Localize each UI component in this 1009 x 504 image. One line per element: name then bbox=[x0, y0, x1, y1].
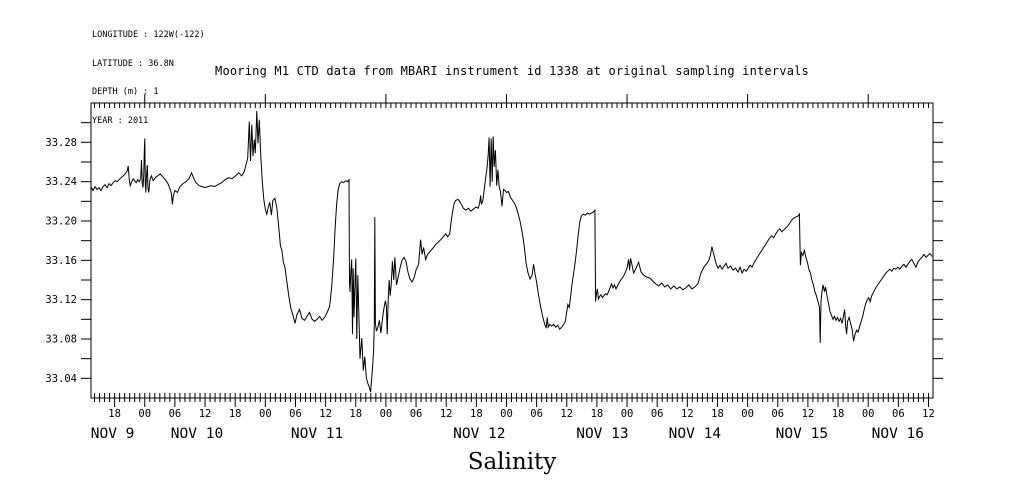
svg-text:NOV 9: NOV 9 bbox=[91, 426, 135, 442]
svg-text:33.12: 33.12 bbox=[45, 294, 77, 306]
svg-text:NOV 14: NOV 14 bbox=[669, 426, 722, 442]
svg-text:33.04: 33.04 bbox=[45, 373, 77, 385]
svg-text:06: 06 bbox=[892, 408, 905, 420]
svg-text:06: 06 bbox=[771, 408, 784, 420]
svg-text:33.08: 33.08 bbox=[45, 334, 77, 346]
y-tick-labels: 33.04 33.08 33.12 33.16 33.20 33.24 33.28 bbox=[45, 137, 77, 385]
svg-text:NOV 11: NOV 11 bbox=[291, 426, 343, 442]
svg-text:18: 18 bbox=[711, 408, 724, 420]
svg-text:00: 00 bbox=[741, 408, 754, 420]
svg-text:33.24: 33.24 bbox=[45, 176, 77, 188]
date-labels: NOV 9 NOV 10 NOV 11 NOV 12 NOV 13 NOV 14 NOV 1… bbox=[91, 426, 924, 442]
svg-text:00: 00 bbox=[380, 408, 393, 420]
depth-label: DEPTH (m) : 1 bbox=[92, 87, 159, 97]
svg-text:06: 06 bbox=[530, 408, 543, 420]
svg-text:NOV 13: NOV 13 bbox=[576, 426, 628, 442]
plot-frame bbox=[90, 102, 934, 399]
page-title: Mooring M1 CTD data from MBARI instrumen… bbox=[215, 64, 809, 78]
svg-text:12: 12 bbox=[440, 408, 453, 420]
svg-text:06: 06 bbox=[169, 408, 182, 420]
svg-text:12: 12 bbox=[922, 408, 935, 420]
svg-text:00: 00 bbox=[621, 408, 634, 420]
svg-text:NOV 16: NOV 16 bbox=[872, 426, 924, 442]
svg-text:NOV 12: NOV 12 bbox=[453, 426, 505, 442]
x-axis-ticks bbox=[94, 94, 929, 407]
svg-text:00: 00 bbox=[259, 408, 272, 420]
svg-text:00: 00 bbox=[500, 408, 513, 420]
svg-text:12: 12 bbox=[560, 408, 573, 420]
longitude-label: LONGITUDE : 122W(-122) bbox=[92, 30, 205, 40]
svg-text:06: 06 bbox=[289, 408, 302, 420]
svg-text:18: 18 bbox=[229, 408, 242, 420]
svg-text:33.20: 33.20 bbox=[45, 216, 77, 228]
svg-text:06: 06 bbox=[651, 408, 664, 420]
svg-text:12: 12 bbox=[681, 408, 694, 420]
svg-text:00: 00 bbox=[862, 408, 875, 420]
x-axis-title: Salinity bbox=[467, 449, 557, 475]
svg-text:NOV 10: NOV 10 bbox=[171, 426, 223, 442]
svg-text:33.28: 33.28 bbox=[45, 137, 77, 149]
svg-text:33.16: 33.16 bbox=[45, 255, 77, 267]
year-label: YEAR : 2011 bbox=[92, 115, 149, 126]
hour-tick-labels: 18 00 06 12 18 00 06 12 18 00 06 12 18 00 06 12 18 00 06 12… bbox=[108, 408, 935, 420]
svg-text:18: 18 bbox=[832, 408, 845, 420]
svg-text:NOV 15: NOV 15 bbox=[776, 426, 828, 442]
y-axis-ticks bbox=[81, 122, 943, 379]
svg-text:18: 18 bbox=[349, 408, 362, 420]
latitude-label: LATITUDE : 36.8N bbox=[92, 58, 174, 69]
svg-text:12: 12 bbox=[199, 408, 212, 420]
svg-text:18: 18 bbox=[470, 408, 483, 420]
header-info-block: LONGITUDE : 122W(-122) LATITUDE : 36.8N … bbox=[92, 12, 205, 145]
svg-text:18: 18 bbox=[108, 408, 121, 420]
salinity-line bbox=[90, 110, 933, 393]
svg-text:12: 12 bbox=[802, 408, 815, 420]
svg-text:00: 00 bbox=[138, 408, 151, 420]
svg-text:06: 06 bbox=[410, 408, 423, 420]
svg-text:18: 18 bbox=[591, 408, 604, 420]
svg-text:12: 12 bbox=[319, 408, 332, 420]
